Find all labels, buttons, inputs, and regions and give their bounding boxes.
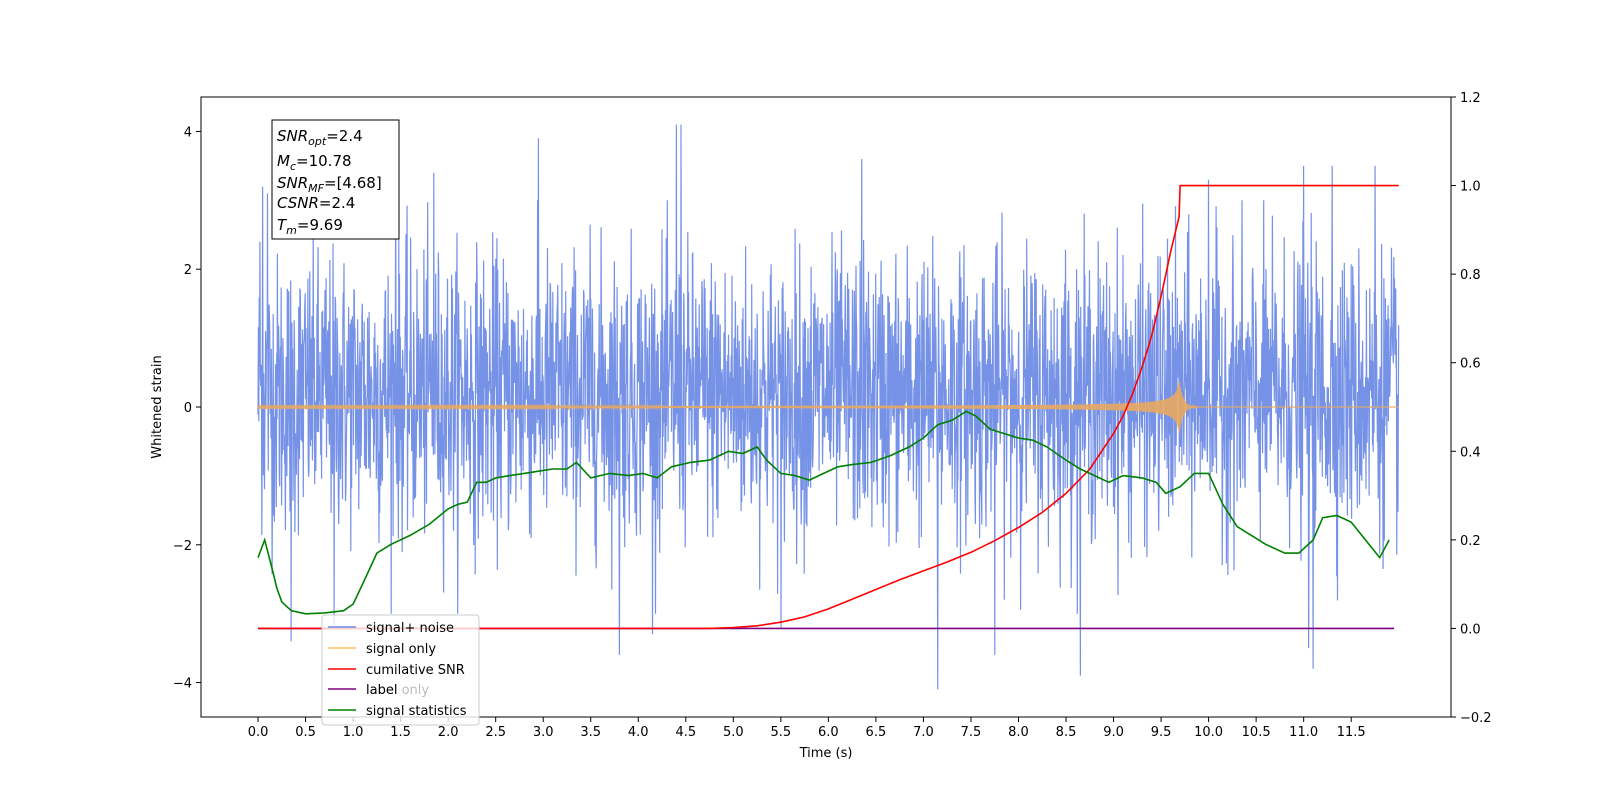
parameter-annotation-box: SNRopt=2.4 Mc=10.78 SNRMF=[4.68] CSNR=2.… [271,119,400,240]
x-tick-label: 7.5 [961,725,982,740]
legend-item-label: label [328,683,397,698]
svg-text:signal statistics: signal statistics [366,704,467,719]
x-tick-label: 2.5 [485,725,506,740]
signal-statistics-series [257,410,1390,615]
x-tick-label: 10.5 [1242,725,1271,740]
x-tick-label: 6.0 [818,725,839,740]
cumulative-snr-series [258,184,1399,630]
x-tick-label: 11.0 [1289,725,1318,740]
signal-plus-noise-series [257,124,1400,690]
x-tick-label: 5.5 [771,725,792,740]
y2-tick-label: 0.6 [1460,357,1481,372]
y-tick-label: 4 [184,125,192,140]
y-axis-label: Whitened strain [150,355,165,458]
x-axis-ticks: 0.0 0.5 1.0 1.5 2.0 2.5 3.0 3.5 4.0 4.5 5.0 5.5 6.0 6… [248,717,1366,740]
x-tick-label: 11.5 [1337,725,1366,740]
x-tick-label: 1.5 [390,725,411,740]
legend-item-signal-statistics: signal statistics [328,704,467,719]
x-tick-label: 1.0 [343,725,364,740]
legend-item-signal-only: signal only [328,642,436,657]
x-tick-label: 0.0 [248,725,269,740]
legend: signal+ noise signal only cumilative SNR… [321,614,480,726]
y2-tick-label: 0.8 [1460,268,1481,283]
svg-text:label only: label only [366,683,429,698]
svg-text:cumilative SNR: cumilative SNR [366,663,465,678]
x-tick-label: 0.5 [295,725,316,740]
signal-only-line [257,382,1399,434]
x-tick-label: 4.0 [628,725,649,740]
y-tick-label: 2 [184,263,192,278]
x-tick-label: 9.5 [1151,725,1172,740]
annotation-snr-opt: SNRopt=2.4 [277,127,363,148]
svg-text:signal+ noise: signal+ noise [366,621,454,636]
x-tick-label: 3.5 [580,725,601,740]
y2-tick-label: 1.2 [1460,91,1481,106]
x-tick-label: 8.5 [1056,725,1077,740]
y-tick-label: −2 [173,539,192,554]
signal-only-series [257,382,1399,434]
x-tick-label: 7.0 [913,725,934,740]
legend-item-cumulative-snr: cumilative SNR [328,663,465,678]
annotation-chirp-mass: Mc=10.78 [277,152,352,173]
legend-item-signal-noise: signal+ noise [328,621,454,636]
x-tick-label: 9.0 [1103,725,1124,740]
svg-text:signal only: signal only [366,642,436,657]
x-tick-label: 10.0 [1194,725,1223,740]
cumulative-snr-line [258,184,1399,630]
annotation-snr-mf: SNRMF=[4.68] [277,174,382,195]
x-tick-label: 3.0 [533,725,554,740]
x-tick-label: 5.0 [723,725,744,740]
signal-plus-noise-line [257,124,1400,690]
annotation-merger-time: Tm=9.69 [277,216,343,237]
y-tick-label: −4 [173,677,192,692]
y2-tick-label: −0.2 [1460,711,1492,726]
annotation-csnr: CSNR=2.4 [277,194,355,212]
y2-tick-label: 1.0 [1460,180,1481,195]
y-tick-label: 0 [184,401,192,416]
x-tick-label: 4.5 [675,725,696,740]
x-tick-label: 2.0 [438,725,459,740]
y2-axis-ticks: 1.2 1.0 0.8 0.6 0.4 0.2 0.0 −0.2 [1451,91,1492,726]
x-tick-label: 8.0 [1008,725,1029,740]
y2-tick-label: 0.2 [1460,534,1481,549]
svg-text:label: label [366,683,397,698]
y2-tick-label: 0.4 [1460,445,1481,460]
y-axis-ticks: 4 2 0 −2 −4 [173,125,201,692]
x-axis-label: Time (s) [799,746,853,761]
y2-tick-label: 0.0 [1460,622,1481,637]
signal-statistics-line [257,410,1390,615]
x-tick-label: 6.5 [866,725,887,740]
legend-item-label-only: label only [366,683,429,698]
